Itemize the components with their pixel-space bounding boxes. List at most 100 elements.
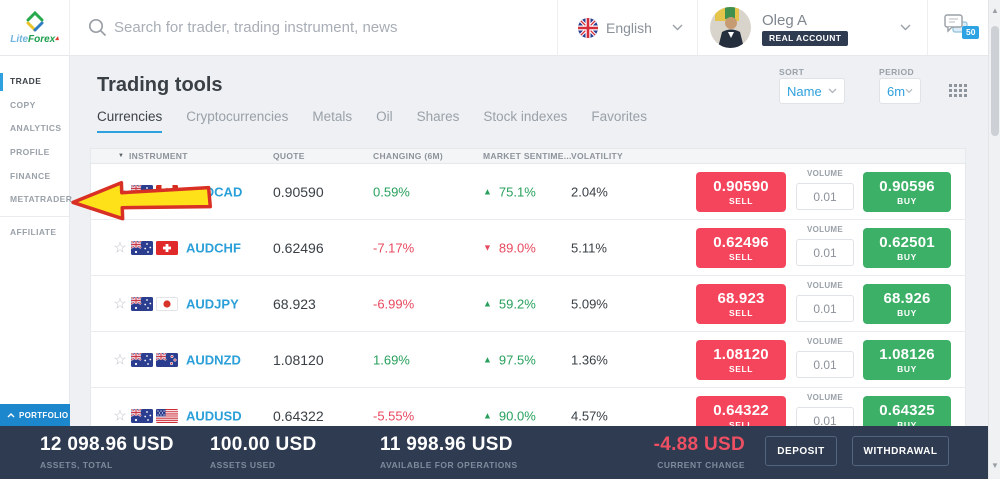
- sort-caret-icon[interactable]: ▼: [118, 153, 125, 159]
- header-divider: [557, 0, 558, 55]
- quote-value: 0.90590: [273, 183, 324, 200]
- instrument-link[interactable]: AUDJPY: [186, 296, 239, 311]
- main-content: Trading tools SORT Name PERIOD 6m Curren…: [71, 56, 988, 426]
- portfolio-toggle-button[interactable]: PORTFOLIO: [0, 404, 70, 426]
- sidebar-item-finance[interactable]: FINANCE: [10, 170, 51, 181]
- sentiment-value: 90.0%: [498, 408, 536, 423]
- scroll-up-icon[interactable]: ▲: [991, 6, 999, 15]
- volume-input[interactable]: [796, 239, 854, 266]
- sell-button[interactable]: 0.90590 SELL: [696, 172, 786, 212]
- buy-label: BUY: [897, 308, 917, 318]
- buy-button[interactable]: 0.90596 BUY: [863, 172, 951, 212]
- sell-button[interactable]: 0.64322 SELL: [696, 396, 786, 426]
- buy-button[interactable]: 0.64325 BUY: [863, 396, 951, 426]
- tab-favorites[interactable]: Favorites: [591, 109, 647, 124]
- avatar[interactable]: [710, 7, 751, 48]
- volume-input[interactable]: [796, 295, 854, 322]
- scrollbar-thumb[interactable]: [991, 26, 999, 136]
- volume-input[interactable]: [796, 407, 854, 426]
- account-summary-bar: 12 098.96 USD ASSETS, TOTAL 100.00 USD ASSE…: [0, 426, 1000, 479]
- profile-chevron-down-icon[interactable]: [900, 24, 911, 31]
- column-changing[interactable]: CHANGING (6M): [373, 151, 444, 161]
- tab-cryptocurrencies[interactable]: Cryptocurrencies: [186, 109, 289, 124]
- scroll-down-icon[interactable]: ▼: [991, 461, 999, 470]
- sidebar-item-analytics[interactable]: ANALYTICS: [10, 123, 62, 134]
- language-label: English: [606, 20, 652, 36]
- chevron-down-icon: [905, 88, 913, 94]
- stat-value: 12 098.96 USD: [40, 434, 174, 455]
- sell-button[interactable]: 1.08120 SELL: [696, 340, 786, 380]
- notification-count-badge: 50: [962, 26, 980, 39]
- triangle-up-icon: ▲: [483, 298, 492, 309]
- vertical-scrollbar[interactable]: ▲ ▼: [988, 0, 1000, 479]
- instrument-link[interactable]: AUDNZD: [186, 352, 241, 367]
- flag-nz-icon: [156, 352, 178, 367]
- favorite-star-icon[interactable]: ☆: [113, 350, 127, 368]
- triangle-down-icon: ▼: [483, 242, 492, 253]
- column-quote[interactable]: QUOTE: [273, 151, 305, 161]
- sort-dropdown[interactable]: Name: [779, 78, 845, 104]
- sidebar-item-copy[interactable]: COPY: [10, 99, 36, 110]
- search-input[interactable]: [114, 14, 544, 41]
- sell-label: SELL: [728, 308, 754, 318]
- sidebar-item-affiliate[interactable]: AFFILIATE: [10, 227, 57, 238]
- buy-price: 0.64325: [879, 402, 935, 419]
- tab-shares[interactable]: Shares: [416, 109, 460, 124]
- stat-label: AVAILABLE FOR OPERATIONS: [380, 460, 518, 470]
- tab-oil[interactable]: Oil: [376, 109, 393, 124]
- buy-button[interactable]: 1.08126 BUY: [863, 340, 951, 380]
- table-header: ▼ INSTRUMENT QUOTE CHANGING (6M) MARKET …: [91, 149, 965, 164]
- sell-button[interactable]: 68.923 SELL: [696, 284, 786, 324]
- sell-button[interactable]: 0.62496 SELL: [696, 228, 786, 268]
- buy-label: BUY: [897, 364, 917, 374]
- buy-price: 0.62501: [879, 234, 935, 251]
- stat-value: 11 998.96 USD: [380, 434, 513, 455]
- header-divider: [927, 0, 928, 55]
- instrument-link[interactable]: AUDCHF: [186, 240, 241, 255]
- volatility-value: 4.57%: [571, 408, 608, 423]
- favorite-star-icon[interactable]: ☆: [113, 238, 127, 256]
- flag-us-icon: [156, 408, 178, 423]
- search-icon: [88, 18, 107, 37]
- tab-currencies[interactable]: Currencies: [97, 109, 163, 133]
- table-row-audnzd: ☆ AUDNZD 1.08120 1.69% ▲ 97.5% 1.36% 1.08120 SE…: [91, 332, 965, 388]
- language-chevron-down-icon[interactable]: [672, 24, 683, 31]
- quote-value: 0.64322: [273, 407, 324, 424]
- currency-flags: [131, 352, 178, 367]
- stat-value: -4.88 USD: [653, 434, 745, 455]
- logo-accent-icon: ▴: [55, 34, 59, 42]
- sidebar-item-trade[interactable]: TRADE: [0, 70, 69, 94]
- user-name: Oleg A: [762, 12, 808, 29]
- period-dropdown[interactable]: 6m: [879, 78, 921, 104]
- column-sentiment[interactable]: MARKET SENTIME...: [483, 151, 572, 161]
- sentiment-value: 75.1%: [498, 184, 536, 199]
- favorite-star-icon[interactable]: ☆: [113, 294, 127, 312]
- deposit-button[interactable]: DEPOSIT: [765, 436, 837, 466]
- logo[interactable]: LiteForex▴: [0, 0, 70, 55]
- buy-button[interactable]: 68.926 BUY: [863, 284, 951, 324]
- tab-stock-indexes[interactable]: Stock indexes: [483, 109, 568, 124]
- messages-icon[interactable]: [942, 13, 970, 37]
- volume-input[interactable]: [796, 183, 854, 210]
- instrument-link[interactable]: AUDUSD: [186, 408, 242, 423]
- favorite-star-icon[interactable]: ☆: [113, 406, 127, 424]
- sell-price: 0.90590: [713, 178, 769, 195]
- changing-value: -7.17%: [373, 240, 415, 255]
- column-volatility[interactable]: VOLATILITY: [571, 151, 623, 161]
- flag-au-icon: [131, 240, 153, 255]
- tab-metals[interactable]: Metals: [312, 109, 353, 124]
- currency-flags: [131, 240, 178, 255]
- sidebar-item-profile[interactable]: PROFILE: [10, 147, 50, 158]
- column-instrument[interactable]: INSTRUMENT: [129, 151, 188, 161]
- instrument-tabs: Currencies Cryptocurrencies Metals Oil Share…: [97, 109, 647, 133]
- sell-price: 0.64322: [713, 402, 769, 419]
- withdrawal-button[interactable]: WITHDRAWAL: [852, 436, 949, 466]
- footer-stat-available-for-operations: 11 998.96 USD AVAILABLE FOR OPERATIONS: [380, 434, 518, 470]
- grid-view-icon[interactable]: [949, 84, 967, 98]
- triangle-up-icon: ▲: [483, 354, 492, 365]
- triangle-up-icon: ▲: [483, 410, 492, 421]
- buy-button[interactable]: 0.62501 BUY: [863, 228, 951, 268]
- market-sentiment: ▲ 90.0%: [483, 408, 536, 423]
- volume-input[interactable]: [796, 351, 854, 378]
- sidebar-item-metatrader[interactable]: METATRADER: [10, 194, 73, 205]
